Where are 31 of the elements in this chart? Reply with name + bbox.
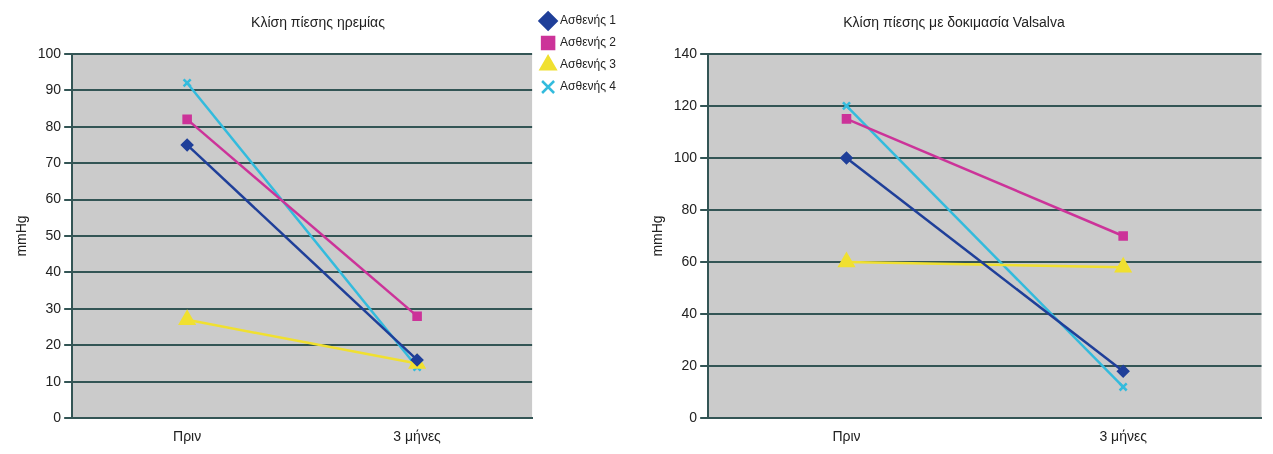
y-tick-label: 40: [681, 304, 698, 321]
y-tick-label: 140: [673, 44, 698, 61]
x-tick-label: 3 μήνες: [393, 428, 442, 445]
y-tick-label: 80: [45, 117, 62, 134]
y-tick-label: 90: [45, 81, 62, 98]
chart-title: Κλίση πίεσης με δοκιμασία Valsalva: [843, 14, 1065, 31]
y-tick-label: 60: [45, 190, 62, 207]
chart-title: Κλίση πίεσης ηρεμίας: [251, 14, 386, 31]
y-tick-label: 100: [37, 44, 62, 61]
y-tick-label: 80: [681, 200, 698, 217]
y-tick-label: 0: [53, 409, 62, 426]
y-tick-label: 100: [673, 148, 698, 165]
y-axis-title: mmHg: [13, 215, 30, 257]
y-tick-label: 0: [689, 409, 698, 426]
x-tick-label: Πριν: [173, 428, 202, 445]
y-tick-label: 70: [45, 153, 62, 170]
y-tick-label: 120: [673, 96, 698, 113]
y-axis-title: mmHg: [649, 215, 666, 257]
legend-label: Ασθενής 3: [560, 57, 617, 72]
legend-label: Ασθενής 2: [560, 35, 617, 50]
y-tick-label: 20: [681, 357, 698, 373]
y-tick-label: 50: [45, 226, 62, 243]
y-tick-label: 30: [45, 299, 62, 316]
x-tick-label: 3 μήνες: [1099, 428, 1148, 445]
legend-label: Ασθενής 4: [560, 79, 617, 94]
y-tick-label: 60: [681, 252, 698, 269]
y-tick-label: 20: [45, 336, 62, 353]
y-tick-label: 10: [45, 372, 62, 389]
x-tick-label: Πριν: [832, 428, 861, 445]
legend-label: Ασθενής 1: [560, 13, 617, 28]
y-tick-label: 40: [45, 263, 62, 280]
